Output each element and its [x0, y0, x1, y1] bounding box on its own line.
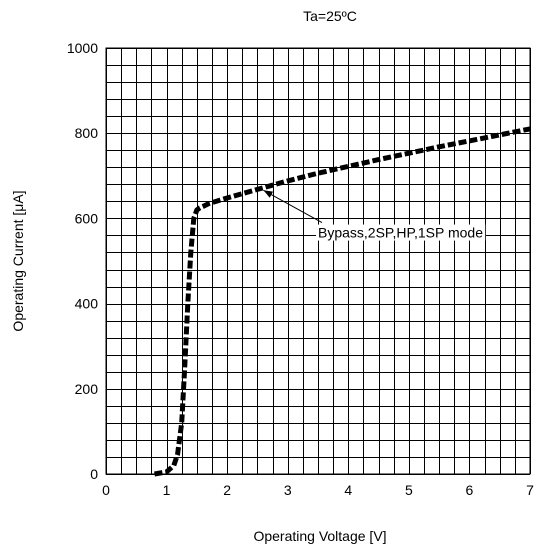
tick-labels: 0 1 2 3 4 5 6 7 0 200 400 600 800 1000	[67, 40, 534, 498]
x-axis-label: Operating Voltage [V]	[253, 528, 386, 544]
y-axis-label: Operating Current [μA]	[10, 190, 26, 331]
chart-title: Ta=25ºC	[303, 8, 357, 24]
plot-frame	[105, 47, 531, 475]
annotation-background	[316, 224, 486, 241]
y-tick-label: 600	[75, 210, 99, 226]
x-tick-label: 7	[526, 482, 534, 498]
annotation-leader	[263, 189, 323, 224]
series-line	[154, 126, 531, 477]
series-layer	[154, 126, 531, 477]
y-tick-label: 800	[75, 125, 99, 141]
x-tick-label: 2	[223, 482, 231, 498]
y-tick-label: 1000	[67, 40, 98, 56]
y-tick-label: 0	[90, 466, 98, 482]
x-tick-label: 6	[466, 482, 474, 498]
annotation: Bypass,2SP,HP,1SP mode	[263, 189, 486, 241]
x-tick-label: 4	[344, 482, 352, 498]
y-tick-label: 400	[75, 296, 99, 312]
x-tick-label: 5	[405, 482, 413, 498]
x-tick-label: 0	[102, 482, 110, 498]
annotation-arrowhead	[263, 190, 274, 198]
grid	[106, 48, 531, 475]
x-tick-label: 3	[284, 482, 292, 498]
x-tick-label: 1	[163, 482, 171, 498]
y-tick-label: 200	[75, 381, 99, 397]
annotation-text: Bypass,2SP,HP,1SP mode	[318, 225, 483, 241]
